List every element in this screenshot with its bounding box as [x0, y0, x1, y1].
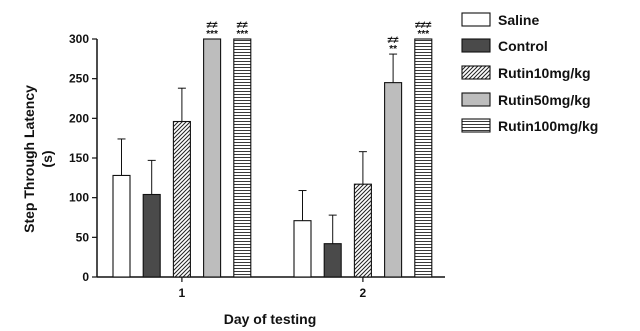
- significance-marker: ***: [206, 29, 218, 40]
- bar: [172, 120, 191, 278]
- y-axis-title: Step Through Latency (s): [21, 85, 55, 233]
- x-tick-label: 1: [179, 286, 186, 300]
- bar: [293, 220, 312, 278]
- bars: ***≠≠***≠≠**≠≠***≠≠≠: [112, 20, 433, 278]
- bar: [323, 243, 342, 278]
- bar: [353, 183, 372, 278]
- legend-swatch: [461, 118, 491, 133]
- x-axis-title: Day of testing: [224, 311, 317, 327]
- y-tick-label: 250: [69, 72, 89, 86]
- y-tick-label: 300: [69, 32, 89, 46]
- significance-marker: ≠≠≠: [415, 20, 432, 31]
- legend-label: Control: [498, 38, 548, 54]
- legend-item: Control: [461, 38, 548, 54]
- legend-swatch: [461, 92, 491, 107]
- legend-item: Saline: [461, 12, 539, 28]
- y-tick-label: 50: [76, 230, 90, 244]
- y-tick-label: 200: [69, 111, 89, 125]
- bar: [203, 38, 222, 278]
- significance-marker: ***: [417, 29, 429, 40]
- legend-item: Rutin10mg/kg: [461, 65, 591, 81]
- legend-swatch: [461, 12, 491, 27]
- y-tick-label: 100: [69, 191, 89, 205]
- significance-marker: ≠≠: [207, 20, 218, 31]
- bar: [414, 38, 433, 278]
- legend-label: Rutin100mg/kg: [498, 118, 598, 134]
- legend-label: Rutin50mg/kg: [498, 92, 591, 108]
- legend-label: Rutin10mg/kg: [498, 65, 591, 81]
- y-axis-title-line-2: (s): [39, 150, 55, 167]
- x-tick-label: 2: [360, 286, 367, 300]
- significance-marker: ≠≠: [388, 35, 399, 46]
- legend-swatch: [461, 38, 491, 53]
- legend-label: Saline: [498, 12, 539, 28]
- y-axis-title-line-1: Step Through Latency: [21, 85, 37, 233]
- legend-item: Rutin50mg/kg: [461, 92, 591, 108]
- significance-marker: **: [389, 44, 397, 55]
- y-tick-label: 0: [82, 270, 89, 284]
- legend: Saline Control Rutin10mg/kg Rutin50mg/kg Rut…: [461, 12, 598, 134]
- bar: [112, 174, 131, 278]
- significance-marker: ≠≠: [237, 20, 248, 31]
- legend-item: Rutin100mg/kg: [461, 118, 598, 134]
- significance-marker: ***: [236, 29, 248, 40]
- legend-swatch: [461, 65, 491, 80]
- bar: [233, 38, 252, 278]
- bar: [384, 82, 403, 278]
- bar: [142, 193, 161, 278]
- y-tick-label: 150: [69, 151, 89, 165]
